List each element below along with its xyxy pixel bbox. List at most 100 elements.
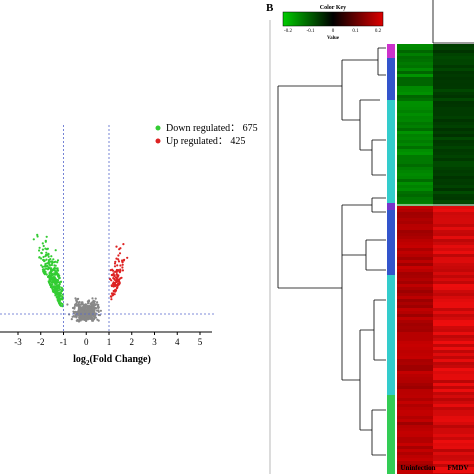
heatmap-cell [433,215,474,218]
heatmap-cell [433,170,474,173]
heatmap-cell [397,470,433,473]
data-point [121,266,124,269]
data-point [49,264,52,267]
heatmap-cell [397,254,433,257]
data-point [121,269,124,272]
heatmap-cell [397,443,433,446]
heatmap-cell [433,269,474,272]
data-point [44,247,47,250]
heatmap-cell [397,350,433,353]
heatmap-cell [433,377,474,380]
data-point [117,282,120,285]
heatmap-cell [433,419,474,422]
data-point [98,314,101,317]
data-point [55,280,58,283]
heatmap-cell [397,467,433,470]
heatmap-cell [397,233,433,236]
data-point [56,274,60,277]
heatmap-cell [397,182,433,185]
heatmap-cell [433,317,474,320]
heatmap-cell [433,272,474,275]
heatmap-cell [397,200,433,203]
heatmap-cell [433,299,474,302]
data-point [58,292,61,295]
heatmap-cell [397,407,433,410]
heatmap-cell [397,113,433,116]
dendrogram-branch [371,197,386,213]
data-point [44,262,47,265]
data-point [59,292,63,295]
heatmap-cell [397,83,433,86]
data-point [111,282,115,285]
heatmap-cell [397,434,433,437]
heatmap-cell [433,284,474,287]
heatmap-cell [397,296,433,299]
heatmap-cell [433,392,474,395]
data-point [118,248,121,251]
data-point [99,309,102,312]
heatmap-cell [433,329,474,332]
heatmap-cell [397,212,433,215]
data-point [51,277,55,280]
x-axis-label: log2(Fold Change) [73,354,151,367]
data-point [79,318,82,321]
heatmap-cell [397,56,433,59]
data-point [73,305,76,309]
heatmap-cell [433,296,474,299]
data-point [60,286,63,289]
data-point [84,314,87,317]
heatmap-cell [397,302,433,305]
heatmap-cell [397,71,433,74]
heatmap-cell [433,164,474,167]
heatmap-cell [397,236,433,239]
data-point [74,304,77,307]
data-point [89,302,92,305]
data-point [49,260,52,263]
heatmap-cell [433,440,474,443]
data-point [117,260,121,263]
heatmap-cell [397,425,433,428]
heatmap-cell [433,404,474,407]
data-point [40,251,43,254]
data-point [57,286,60,289]
x-tick-label: -2 [37,337,45,347]
heatmap-cell [433,53,474,56]
heatmap-cell [397,446,433,449]
heatmap-cell [433,152,474,155]
heatmap-cell [433,359,474,362]
heatmap-cell [433,128,474,131]
heatmap-cell [433,122,474,125]
data-point [83,306,86,309]
data-point [113,262,117,265]
data-point [58,299,62,302]
x-tick-label: 4 [175,337,180,347]
data-point [122,259,125,262]
data-point [41,242,44,245]
heatmap-cell [397,287,433,290]
data-point [59,297,63,301]
color-key-tick: 0 [332,29,335,34]
heatmap-cell [433,410,474,413]
heatmap-cell [433,161,474,164]
heatmap-cell [397,248,433,251]
heatmap-cell [397,383,433,386]
data-point [111,293,114,296]
heatmap-cell [397,455,433,458]
heatmap-cell [433,464,474,467]
data-point [41,265,44,268]
heatmap-cell [397,419,433,422]
heatmap-cell [433,347,474,350]
heatmap-cell [397,230,433,233]
heatmap-cell [433,65,474,68]
heatmap-cell [397,392,433,395]
heatmap-cell [397,161,433,164]
heatmap-cell [433,131,474,134]
data-point [57,299,60,302]
data-point [50,263,54,267]
color-key-value-label: Value [327,36,340,41]
heatmap-cell [397,149,433,152]
heatmap-cell [397,86,433,89]
data-point [96,305,99,308]
data-point [54,283,57,286]
data-point [46,247,50,250]
